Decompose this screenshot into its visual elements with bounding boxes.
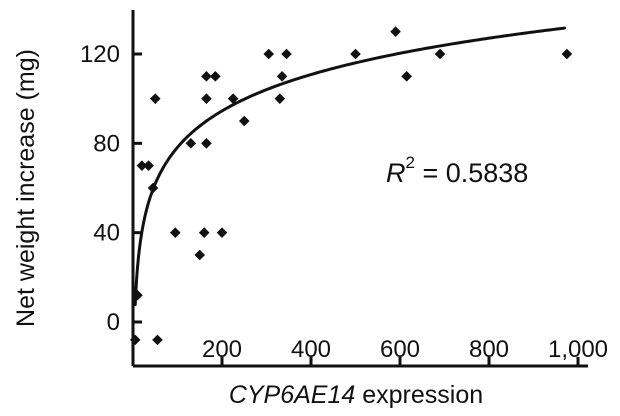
data-point	[198, 227, 210, 238]
data-point	[216, 227, 228, 238]
data-point	[263, 48, 275, 60]
data-point	[185, 138, 197, 149]
r-squared-label: R2 = 0.5838	[386, 153, 528, 188]
x-axis-title-italic: CYP6AE14	[229, 381, 355, 409]
x-tick-label: 600	[380, 336, 420, 363]
data-point	[201, 93, 212, 104]
x-tick-label: 800	[469, 336, 509, 363]
data-point	[152, 334, 163, 346]
r-squared-exponent: 2	[406, 153, 415, 172]
data-point	[561, 48, 573, 60]
x-axis-title-plain: expression	[355, 381, 483, 409]
data-point	[129, 334, 141, 346]
x-axis-title: CYP6AE14 expression	[229, 381, 483, 409]
fit-curve-line	[133, 26, 567, 307]
x-tick-label: 1,000	[548, 336, 608, 363]
data-point	[132, 289, 143, 301]
data-point	[276, 71, 288, 82]
x-tick-label: 400	[291, 336, 331, 363]
data-point	[390, 26, 401, 37]
data-point	[350, 48, 361, 60]
r-squared-prefix: R	[386, 158, 406, 188]
data-point	[274, 93, 286, 104]
x-tick-label: 200	[202, 336, 242, 363]
data-point	[227, 93, 239, 104]
y-axis-title: Net weight increase (mg)	[12, 49, 40, 327]
data-point	[238, 115, 250, 127]
data-points	[129, 26, 573, 346]
data-point	[434, 48, 446, 60]
r-squared-value: = 0.5838	[415, 158, 528, 188]
y-axis-ticks: 0 40 80 120	[80, 41, 142, 336]
data-point	[136, 160, 148, 171]
y-tick-label: 0	[107, 309, 120, 336]
data-point	[143, 160, 154, 171]
data-point	[194, 249, 206, 261]
data-point	[210, 71, 221, 82]
data-point	[149, 93, 161, 104]
plot-area: 0 40 80 120 200 400 600 800 1,000	[80, 10, 608, 368]
data-point	[401, 71, 412, 82]
y-tick-label: 120	[80, 41, 120, 68]
data-point	[169, 227, 181, 238]
y-tick-label: 40	[93, 220, 120, 247]
x-axis-ticks: 200 400 600 800 1,000	[202, 336, 608, 366]
data-point	[201, 138, 212, 149]
data-point	[147, 182, 159, 194]
data-point	[201, 71, 212, 82]
data-point	[281, 48, 292, 60]
y-tick-label: 80	[93, 130, 120, 157]
